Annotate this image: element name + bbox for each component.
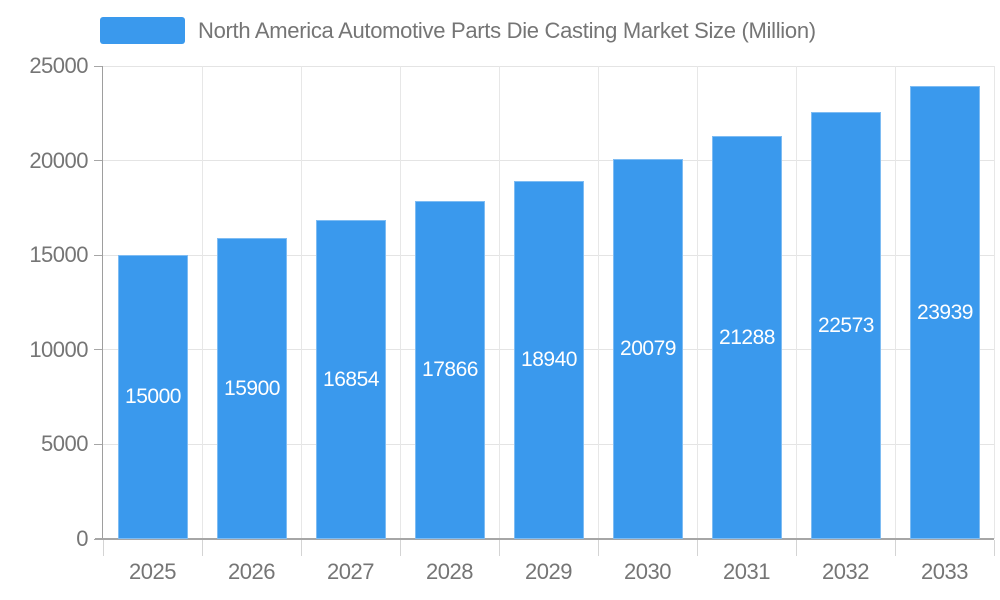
bar[interactable]: 15000 (118, 255, 188, 539)
legend-label: North America Automotive Parts Die Casti… (198, 18, 816, 43)
bar[interactable]: 22573 (811, 112, 881, 539)
x-grid-line (300, 66, 302, 539)
bar-value-label: 22573 (818, 313, 874, 337)
x-tick-label: 2026 (228, 559, 275, 584)
x-axis-line (95, 538, 994, 540)
x-tick-label: 2027 (327, 559, 374, 584)
x-grid-line (201, 66, 203, 539)
bar-value-label: 23939 (917, 300, 973, 324)
x-tick-label: 2033 (921, 559, 968, 584)
legend[interactable]: North America Automotive Parts Die Casti… (100, 17, 816, 44)
legend-swatch (100, 17, 185, 44)
y-tick-label: 20000 (29, 147, 88, 173)
bar[interactable]: 21288 (712, 136, 782, 539)
x-axis-tick (300, 540, 302, 556)
bar-value-label: 15900 (224, 376, 280, 400)
y-axis-tick (94, 538, 102, 540)
x-axis-tick (498, 540, 500, 556)
bar[interactable]: 20079 (613, 159, 683, 539)
x-axis-tick (597, 540, 599, 556)
x-grid-line (696, 66, 698, 539)
bar-value-label: 18940 (521, 348, 577, 371)
bar-value-label: 15000 (125, 385, 181, 408)
x-tick-label: 2032 (822, 559, 869, 584)
x-grid-line (795, 66, 797, 539)
y-axis-tick (94, 65, 102, 67)
y-axis-tick (94, 349, 102, 351)
x-axis-tick (993, 540, 995, 556)
y-tick-label: 25000 (29, 53, 88, 78)
bar[interactable]: 16854 (316, 220, 386, 539)
y-tick-label: 15000 (29, 242, 88, 268)
x-grid-line (498, 66, 500, 539)
x-axis-tick (696, 540, 698, 556)
x-tick-label: 2028 (426, 559, 473, 584)
x-tick-label: 2029 (525, 559, 572, 584)
bar-value-label: 21288 (719, 325, 775, 349)
bar-value-label: 16854 (323, 367, 379, 391)
x-axis-tick (894, 540, 896, 556)
y-tick-label: 5000 (41, 431, 88, 457)
x-axis-tick (201, 540, 203, 556)
y-tick-label: 10000 (29, 336, 88, 362)
bar-value-label: 17866 (422, 358, 478, 381)
y-grid-line (103, 65, 994, 67)
y-axis-tick (94, 254, 102, 256)
x-grid-line (597, 66, 599, 539)
bar[interactable]: 17866 (415, 201, 485, 539)
x-tick-label: 2030 (624, 559, 671, 584)
y-axis-tick (94, 443, 102, 445)
bar[interactable]: 23939 (910, 86, 980, 539)
y-axis-tick (94, 160, 102, 162)
x-grid-line (399, 66, 401, 539)
bar[interactable]: 15900 (217, 238, 287, 539)
bar[interactable]: 18940 (514, 181, 584, 539)
y-tick-label: 0 (76, 526, 88, 551)
x-axis-tick (399, 540, 401, 556)
x-tick-label: 2025 (129, 559, 176, 584)
x-grid-line (894, 66, 896, 539)
y-axis-line (102, 66, 103, 539)
bar-value-label: 20079 (620, 337, 676, 360)
x-axis-tick (102, 540, 104, 556)
x-grid-line (993, 66, 995, 539)
y-grid-line (103, 160, 994, 162)
x-tick-label: 2031 (723, 559, 770, 584)
x-axis-tick (795, 540, 797, 556)
